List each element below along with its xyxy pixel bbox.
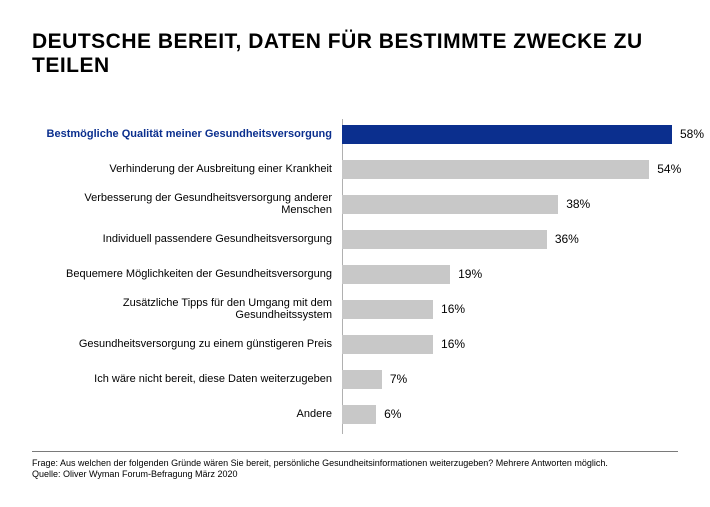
- bar-fill: [342, 230, 547, 249]
- bar-value: 19%: [458, 267, 482, 281]
- bar-track: 7%: [342, 370, 672, 389]
- page-root: DEUTSCHE BEREIT, DATEN FÜR BESTIMMTE ZWE…: [0, 0, 710, 507]
- bar-fill: [342, 405, 376, 424]
- bar-row: Bequemere Möglichkeiten der Gesundheitsv…: [32, 260, 678, 288]
- bar-value: 36%: [555, 232, 579, 246]
- bar-track: 38%: [342, 195, 672, 214]
- bar-label: Individuell passendere Gesundheitsversor…: [32, 233, 342, 245]
- bar-chart: Bestmögliche Qualität meiner Gesundheits…: [32, 120, 678, 428]
- bar-value: 58%: [680, 127, 704, 141]
- bar-label: Ich wäre nicht bereit, diese Daten weite…: [32, 373, 342, 385]
- bar-label: Verbesserung der Gesundheitsversorgung a…: [32, 192, 342, 216]
- footer-source: Quelle: Oliver Wyman Forum-Befragung Mär…: [32, 469, 678, 481]
- bar-label: Andere: [32, 408, 342, 420]
- bar-track: 16%: [342, 335, 672, 354]
- bar-row: Verbesserung der Gesundheitsversorgung a…: [32, 190, 678, 218]
- bar-track: 54%: [342, 160, 672, 179]
- bar-label: Gesundheitsversorgung zu einem günstiger…: [32, 338, 342, 350]
- bar-label: Zusätzliche Tipps für den Umgang mit dem…: [32, 297, 342, 321]
- chart-footer: Frage: Aus welchen der folgenden Gründe …: [32, 451, 678, 481]
- bar-value: 16%: [441, 337, 465, 351]
- bar-row: Gesundheitsversorgung zu einem günstiger…: [32, 330, 678, 358]
- bar-track: 58%: [342, 125, 672, 144]
- bar-row: Individuell passendere Gesundheitsversor…: [32, 225, 678, 253]
- bar-row: Zusätzliche Tipps für den Umgang mit dem…: [32, 295, 678, 323]
- bar-track: 36%: [342, 230, 672, 249]
- bar-row: Verhinderung der Ausbreitung einer Krank…: [32, 155, 678, 183]
- bar-fill: [342, 300, 433, 319]
- bar-track: 6%: [342, 405, 672, 424]
- footer-question: Frage: Aus welchen der folgenden Gründe …: [32, 458, 678, 470]
- footer-rule: [32, 451, 678, 452]
- bar-value: 38%: [566, 197, 590, 211]
- bar-fill: [342, 160, 649, 179]
- bar-fill: [342, 370, 382, 389]
- bar-fill: [342, 195, 558, 214]
- bar-row: Andere 6%: [32, 400, 678, 428]
- bar-value: 54%: [657, 162, 681, 176]
- bar-fill: [342, 265, 450, 284]
- bar-label: Bequemere Möglichkeiten der Gesundheitsv…: [32, 268, 342, 280]
- bar-value: 7%: [390, 372, 407, 386]
- bar-track: 16%: [342, 300, 672, 319]
- bar-value: 6%: [384, 407, 401, 421]
- chart-title: DEUTSCHE BEREIT, DATEN FÜR BESTIMMTE ZWE…: [32, 30, 678, 78]
- bar-row: Bestmögliche Qualität meiner Gesundheits…: [32, 120, 678, 148]
- bar-track: 19%: [342, 265, 672, 284]
- bar-fill: [342, 335, 433, 354]
- bar-fill: [342, 125, 672, 144]
- bar-row: Ich wäre nicht bereit, diese Daten weite…: [32, 365, 678, 393]
- bar-value: 16%: [441, 302, 465, 316]
- bar-label: Verhinderung der Ausbreitung einer Krank…: [32, 163, 342, 175]
- bar-label: Bestmögliche Qualität meiner Gesundheits…: [32, 128, 342, 140]
